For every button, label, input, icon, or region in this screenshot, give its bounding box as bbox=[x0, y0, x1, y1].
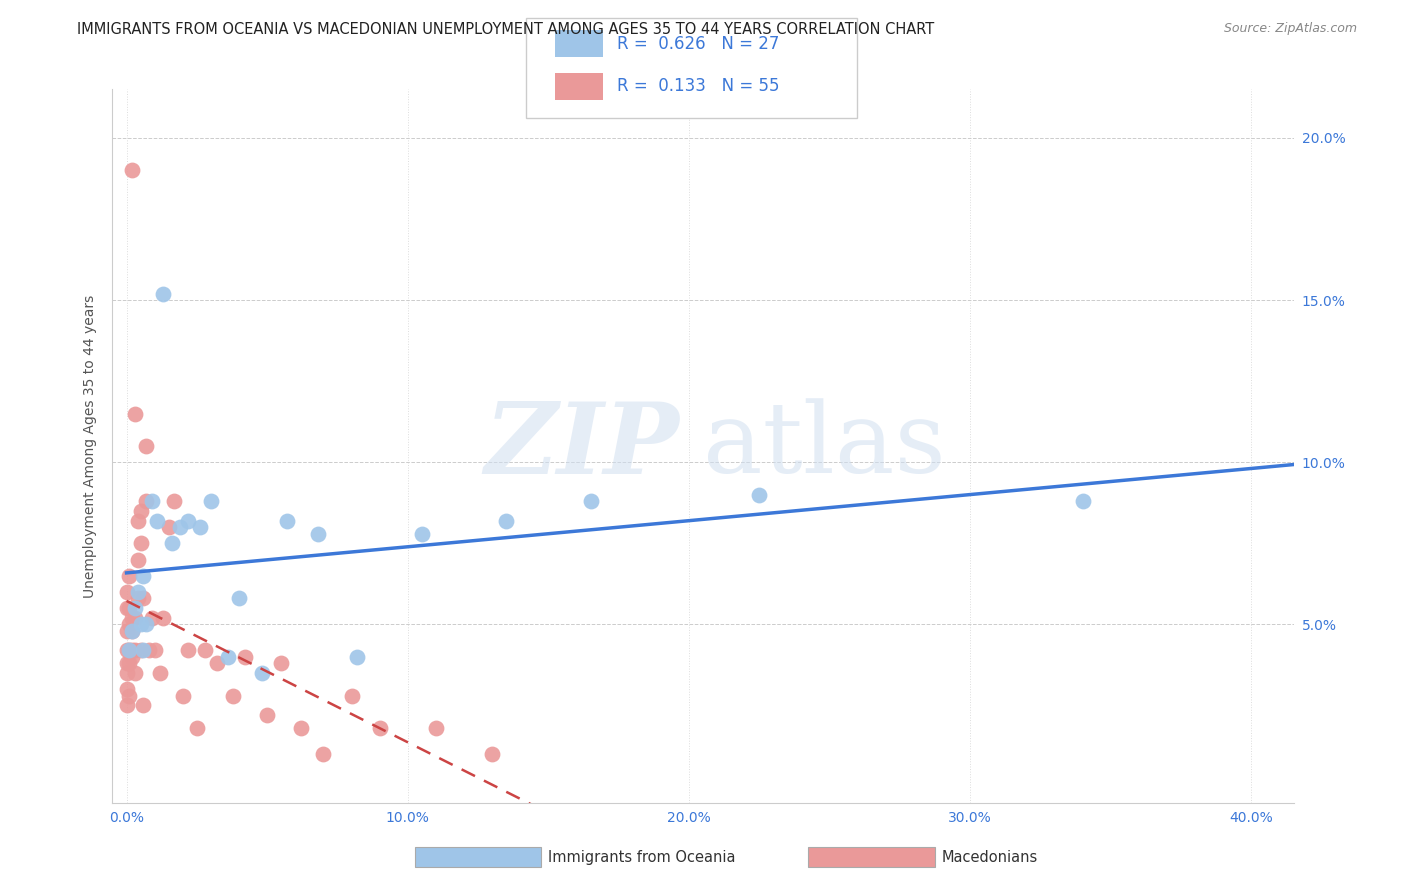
Point bbox=[118, 689, 141, 703]
Point bbox=[411, 526, 433, 541]
Point bbox=[290, 721, 312, 735]
Point bbox=[129, 643, 152, 657]
Point bbox=[138, 643, 160, 657]
Point bbox=[143, 643, 166, 657]
Point bbox=[312, 747, 335, 761]
Point bbox=[124, 601, 146, 615]
Point bbox=[217, 649, 239, 664]
Text: IMMIGRANTS FROM OCEANIA VS MACEDONIAN UNEMPLOYMENT AMONG AGES 35 TO 44 YEARS COR: IMMIGRANTS FROM OCEANIA VS MACEDONIAN UN… bbox=[77, 22, 935, 37]
Point bbox=[124, 643, 146, 657]
Point bbox=[186, 721, 208, 735]
Text: R =  0.626   N = 27: R = 0.626 N = 27 bbox=[617, 35, 779, 53]
Point bbox=[346, 649, 368, 664]
Point bbox=[121, 611, 143, 625]
Point bbox=[135, 494, 157, 508]
Point bbox=[118, 643, 141, 657]
Point bbox=[127, 585, 149, 599]
Point bbox=[222, 689, 245, 703]
Point bbox=[132, 643, 155, 657]
Point bbox=[118, 657, 141, 671]
Point bbox=[121, 649, 143, 664]
Point bbox=[115, 643, 138, 657]
Y-axis label: Unemployment Among Ages 35 to 44 years: Unemployment Among Ages 35 to 44 years bbox=[83, 294, 97, 598]
Point bbox=[129, 504, 152, 518]
Point bbox=[127, 514, 149, 528]
Point bbox=[152, 286, 174, 301]
Text: atlas: atlas bbox=[703, 398, 946, 494]
Point bbox=[132, 568, 155, 582]
Point bbox=[1071, 494, 1094, 508]
Point bbox=[135, 617, 157, 632]
Point bbox=[149, 666, 172, 681]
Point bbox=[495, 514, 517, 528]
Point bbox=[233, 649, 256, 664]
Point bbox=[270, 657, 292, 671]
Point bbox=[132, 591, 155, 606]
Text: Immigrants from Oceania: Immigrants from Oceania bbox=[548, 850, 735, 864]
Point bbox=[141, 611, 163, 625]
Point bbox=[250, 666, 273, 681]
Point bbox=[425, 721, 447, 735]
Point bbox=[188, 520, 211, 534]
Point bbox=[115, 657, 138, 671]
Point bbox=[194, 643, 217, 657]
Point bbox=[748, 488, 770, 502]
Point bbox=[121, 624, 143, 638]
Point bbox=[121, 643, 143, 657]
Text: R =  0.133   N = 55: R = 0.133 N = 55 bbox=[617, 78, 779, 95]
Point bbox=[115, 698, 138, 713]
Point bbox=[146, 514, 169, 528]
Point bbox=[124, 611, 146, 625]
Point bbox=[129, 617, 152, 632]
Point bbox=[177, 643, 200, 657]
Point bbox=[115, 682, 138, 697]
Point bbox=[256, 708, 278, 723]
Point bbox=[157, 520, 180, 534]
Text: Source: ZipAtlas.com: Source: ZipAtlas.com bbox=[1223, 22, 1357, 36]
Point bbox=[276, 514, 298, 528]
Point bbox=[121, 163, 143, 178]
Point bbox=[124, 666, 146, 681]
Point bbox=[124, 407, 146, 421]
Point bbox=[172, 689, 194, 703]
Point bbox=[115, 624, 138, 638]
Point bbox=[118, 643, 141, 657]
Point bbox=[152, 611, 174, 625]
Point bbox=[205, 657, 228, 671]
Point bbox=[579, 494, 602, 508]
Point bbox=[368, 721, 391, 735]
Point bbox=[118, 617, 141, 632]
FancyBboxPatch shape bbox=[555, 73, 603, 100]
Point bbox=[129, 536, 152, 550]
Point bbox=[115, 585, 138, 599]
Point bbox=[118, 601, 141, 615]
Point bbox=[115, 601, 138, 615]
Point bbox=[228, 591, 250, 606]
Point bbox=[127, 591, 149, 606]
Point bbox=[118, 568, 141, 582]
Point bbox=[307, 526, 329, 541]
Point bbox=[160, 536, 183, 550]
Point bbox=[141, 494, 163, 508]
Point bbox=[481, 747, 503, 761]
Point bbox=[177, 514, 200, 528]
Point bbox=[340, 689, 363, 703]
Point bbox=[200, 494, 222, 508]
Point bbox=[135, 439, 157, 453]
FancyBboxPatch shape bbox=[555, 30, 603, 57]
FancyBboxPatch shape bbox=[526, 18, 856, 118]
Text: ZIP: ZIP bbox=[485, 398, 679, 494]
Point bbox=[115, 666, 138, 681]
Point bbox=[132, 698, 155, 713]
Point bbox=[169, 520, 191, 534]
Point bbox=[121, 624, 143, 638]
Point bbox=[163, 494, 186, 508]
Point bbox=[127, 552, 149, 566]
Text: Macedonians: Macedonians bbox=[942, 850, 1038, 864]
